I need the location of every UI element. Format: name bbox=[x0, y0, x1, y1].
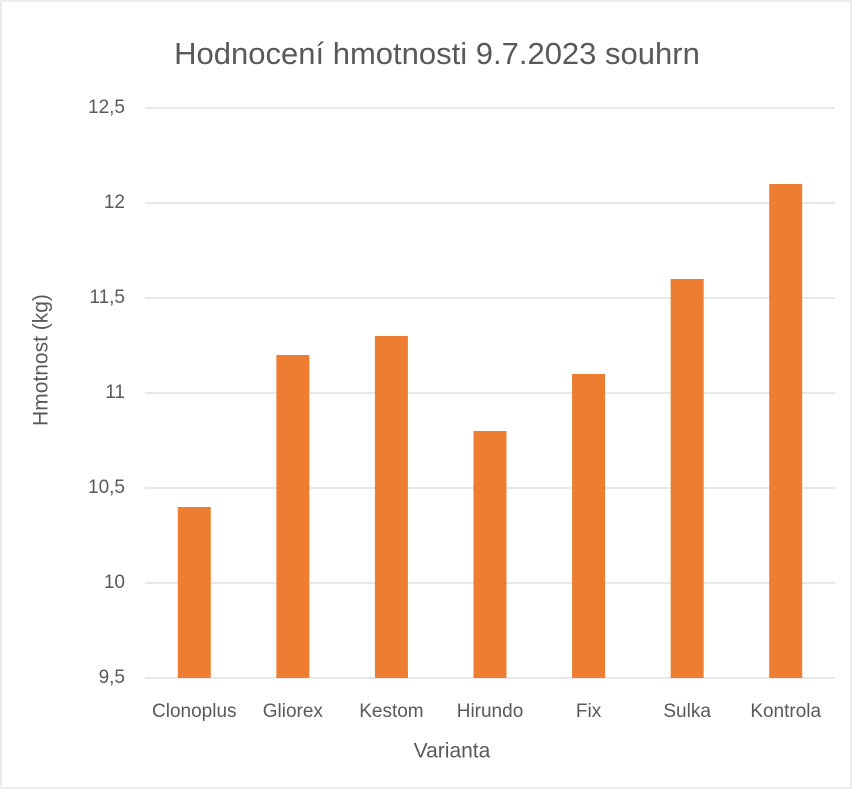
y-tick-label: 11 bbox=[105, 382, 125, 403]
x-tick-label: Kontrola bbox=[750, 701, 821, 722]
bar bbox=[473, 431, 507, 678]
x-tick-label: Sulka bbox=[663, 701, 711, 722]
bar bbox=[769, 184, 803, 678]
y-tick-label: 10 bbox=[104, 572, 125, 593]
bar bbox=[276, 355, 310, 678]
bar bbox=[572, 374, 606, 678]
y-tick-label: 10,5 bbox=[88, 477, 125, 498]
y-tick-label: 9,5 bbox=[99, 667, 125, 688]
bar bbox=[670, 279, 704, 678]
x-axis-label: Varianta bbox=[414, 740, 491, 763]
y-axis-label: Hmotnost (kg) bbox=[30, 294, 53, 426]
bar bbox=[177, 507, 211, 678]
x-tick-label: Gliorex bbox=[263, 701, 324, 722]
chart-title: Hodnocení hmotnosti 9.7.2023 souhrn bbox=[174, 36, 700, 71]
x-tick-label: Hirundo bbox=[457, 701, 524, 722]
y-tick-label: 12 bbox=[104, 192, 125, 213]
y-tick-label: 12,5 bbox=[88, 97, 125, 118]
x-tick-label: Fix bbox=[576, 701, 602, 722]
x-tick-label: Clonoplus bbox=[152, 701, 237, 722]
x-tick-label: Kestom bbox=[359, 701, 423, 722]
y-tick-label: 11,5 bbox=[89, 287, 125, 308]
bar bbox=[374, 336, 408, 678]
